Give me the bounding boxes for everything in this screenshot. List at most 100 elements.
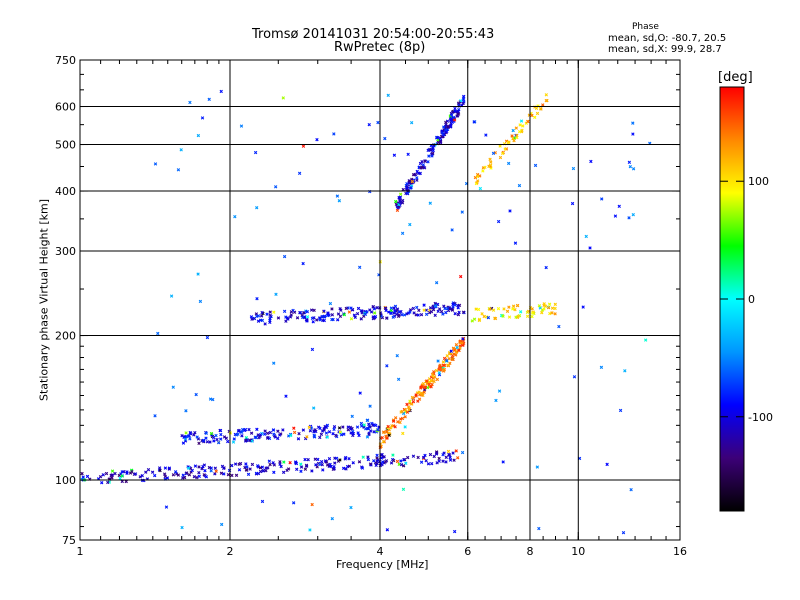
data-point — [513, 307, 517, 312]
phase-label: Phase — [632, 22, 659, 32]
data-point — [400, 416, 405, 421]
data-point — [344, 455, 348, 460]
data-point — [623, 369, 627, 373]
data-point — [358, 391, 362, 395]
data-point — [243, 427, 248, 432]
data-point — [505, 309, 510, 314]
data-point — [419, 313, 424, 317]
data-point — [393, 416, 398, 420]
data-point — [631, 121, 635, 125]
data-point — [406, 152, 410, 156]
data-point — [400, 409, 404, 414]
data-point — [204, 475, 209, 479]
data-point — [398, 420, 402, 425]
data-point — [314, 463, 318, 467]
data-point — [272, 432, 276, 436]
data-point — [435, 461, 439, 465]
data-point — [581, 305, 585, 309]
data-point — [81, 475, 85, 479]
data-point — [454, 449, 458, 453]
data-point — [263, 429, 267, 433]
data-point — [425, 379, 429, 383]
data-point — [621, 531, 626, 535]
data-point — [553, 306, 557, 311]
data-point — [302, 311, 307, 315]
data-point — [363, 312, 368, 317]
data-point — [436, 140, 441, 145]
data-point — [250, 317, 254, 321]
data-point — [344, 306, 348, 311]
data-point — [448, 455, 452, 460]
data-point — [446, 125, 451, 129]
data-point — [386, 424, 390, 429]
data-point — [385, 528, 390, 532]
data-point — [375, 305, 379, 310]
data-point — [408, 222, 412, 227]
data-point — [398, 195, 403, 199]
data-point — [255, 297, 259, 301]
data-point — [330, 307, 334, 311]
data-point — [254, 471, 259, 476]
data-point — [339, 433, 344, 437]
data-point — [184, 409, 188, 413]
data-point — [308, 429, 313, 433]
data-point — [365, 310, 369, 314]
data-point — [392, 306, 396, 310]
data-point — [397, 313, 401, 317]
data-point — [204, 431, 208, 435]
data-point — [305, 315, 310, 319]
data-point — [437, 367, 441, 372]
data-point — [332, 427, 336, 432]
data-point — [258, 434, 262, 439]
data-point — [288, 315, 293, 319]
data-point — [213, 472, 217, 476]
data-point — [446, 449, 451, 454]
data-point — [422, 303, 426, 307]
data-point — [605, 462, 609, 467]
data-point — [441, 312, 445, 316]
data-point — [355, 312, 360, 316]
data-point — [402, 457, 406, 462]
data-point — [322, 309, 326, 313]
data-point — [453, 109, 457, 113]
data-point — [272, 361, 276, 365]
data-point — [498, 144, 502, 148]
x-tick-label: 16 — [673, 545, 687, 558]
data-point — [374, 423, 378, 428]
data-point — [398, 192, 403, 196]
data-point — [205, 440, 210, 444]
data-point — [156, 331, 160, 336]
data-point — [511, 128, 515, 133]
data-point — [322, 428, 326, 432]
data-point — [255, 427, 259, 432]
data-point — [330, 317, 334, 322]
data-point — [299, 462, 303, 466]
data-point — [184, 434, 189, 439]
data-point — [389, 311, 393, 315]
data-point — [432, 454, 436, 459]
data-point — [211, 397, 215, 402]
data-point — [537, 526, 541, 531]
data-point — [183, 437, 188, 441]
data-points — [80, 89, 652, 535]
data-point — [325, 435, 329, 439]
data-point — [405, 182, 409, 186]
data-point — [404, 461, 408, 465]
data-point — [461, 101, 465, 106]
data-point — [478, 186, 483, 191]
data-point — [519, 119, 524, 123]
data-point — [456, 312, 461, 317]
data-point — [342, 312, 347, 317]
data-point — [445, 354, 449, 358]
data-point — [213, 466, 218, 470]
data-point — [234, 433, 239, 437]
data-point — [600, 197, 604, 201]
data-point — [271, 428, 276, 432]
data-point — [542, 302, 546, 306]
data-point — [330, 516, 334, 521]
data-point — [416, 399, 420, 403]
data-point — [428, 147, 432, 151]
data-point — [312, 406, 316, 410]
data-point — [461, 310, 466, 314]
data-point — [382, 455, 386, 459]
